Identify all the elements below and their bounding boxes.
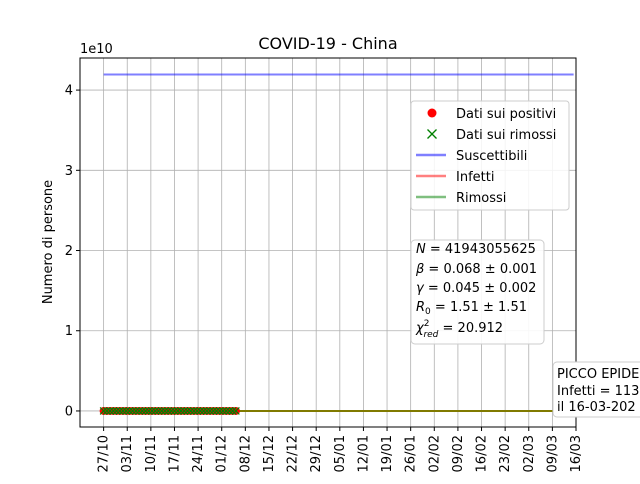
legend-label-suscettibili: Suscettibili (456, 149, 527, 164)
removed-data-point (115, 407, 124, 415)
y-offset-label: 1e10 (80, 42, 113, 57)
legend-marker-positivi (427, 108, 437, 118)
plot-frame (79, 57, 577, 428)
y-tick-label: 2 (65, 244, 73, 259)
removed-data-point (202, 407, 211, 415)
x-tick-label: 02/03 (522, 435, 537, 472)
x-tick-label: 24/11 (191, 435, 206, 472)
removed-data-point (167, 407, 176, 415)
x-tick-label: 10/11 (144, 435, 159, 472)
x-tick-label: 03/11 (120, 435, 135, 472)
removed-data-point (173, 407, 182, 415)
peak-line-3: il 16-03-202 (557, 400, 636, 415)
x-tick-label: 12/01 (356, 435, 371, 472)
y-tick-label: 3 (65, 164, 73, 179)
removed-data-point (170, 407, 179, 415)
x-tick-label: 27/10 (97, 435, 112, 472)
removed-data-point (122, 407, 131, 415)
x-tick-label: 16/02 (475, 435, 490, 472)
x-tick-label: 17/11 (167, 435, 182, 472)
params-box: N = 41943055625 β = 0.068 ± 0.001 γ = 0.… (410, 239, 545, 345)
legend-label-rimossi-data: Dati sui rimossi (456, 128, 556, 143)
y-tick-label: 4 (65, 84, 73, 99)
removed-data-point (199, 407, 208, 415)
removed-data-point (164, 407, 173, 415)
x-tick-label: 23/02 (498, 435, 513, 472)
removed-data-point (183, 407, 192, 415)
x-tick-label: 09/03 (545, 435, 560, 472)
removed-data-point (228, 407, 237, 415)
x-tick-label: 01/12 (215, 435, 230, 472)
x-tick-label: 16/03 (569, 435, 584, 472)
removed-data-point (209, 407, 218, 415)
removed-data-point (212, 407, 221, 415)
legend-marker-rimossi-data (427, 129, 437, 139)
param-n-text: N = 41943055625 (416, 242, 536, 257)
legend-label-positivi: Dati sui positivi (456, 107, 556, 122)
chart-marks (99, 73, 574, 415)
param-chi-text: χ2 red = 20.912 (415, 319, 503, 340)
removed-data-point (222, 407, 231, 415)
removed-data-point (125, 407, 134, 415)
param-beta-text: β = 0.068 ± 0.001 (415, 262, 537, 277)
removed-data-point (131, 407, 140, 415)
removed-data-point (102, 407, 111, 415)
axis-ticks: 27/10 03/11 10/11 17/11 24/11 01/12 08/12 15/12… (65, 84, 584, 473)
removed-data-point (186, 407, 195, 415)
removed-data-point (206, 407, 215, 415)
x-tick-label: 02/02 (427, 435, 442, 472)
removed-data-point (144, 407, 153, 415)
removed-data-point (177, 407, 185, 415)
peak-line-1: PICCO EPIDE (557, 367, 639, 382)
chart-title: COVID-19 - China (258, 34, 397, 53)
x-tick-label: 05/01 (333, 435, 348, 472)
legend-label-rimossi: Rimossi (456, 191, 506, 206)
param-r0-text: R0 = 1.51 ± 1.51 (416, 300, 527, 317)
removed-data-point (231, 407, 240, 415)
x-tick-label: 22/12 (286, 435, 301, 472)
removed-data-point (148, 407, 156, 415)
x-tick-label: 08/12 (238, 435, 253, 472)
removed-data-point (112, 407, 121, 415)
removed-data-point (215, 407, 224, 415)
removed-data-point (154, 407, 163, 415)
removed-data-point (135, 407, 144, 415)
legend: Dati sui positivi Dati sui rimossi Susce… (410, 100, 570, 211)
removed-data-point (128, 407, 137, 415)
peak-annotation: PICCO EPIDE Infetti = 113 il 16-03-202 (552, 361, 640, 418)
removed-data-point (225, 407, 234, 415)
removed-data-point (190, 407, 198, 415)
removed-data-point (138, 407, 147, 415)
removed-data-point (119, 407, 127, 415)
removed-data-point (219, 407, 227, 415)
removed-data-point (157, 407, 166, 415)
x-tick-label: 15/12 (262, 435, 277, 472)
removed-data-point (106, 407, 114, 415)
removed-data-point (196, 407, 205, 415)
param-gamma-text: γ = 0.045 ± 0.002 (416, 281, 536, 296)
y-tick-label: 0 (65, 404, 73, 419)
removed-data-point (141, 407, 150, 415)
x-tick-label: 09/02 (451, 435, 466, 472)
x-tick-label: 26/01 (404, 435, 419, 472)
removed-data-point (151, 407, 160, 415)
y-axis-label: Numero di persone (41, 180, 56, 304)
legend-label-infetti: Infetti (456, 170, 494, 185)
x-tick-label: 29/12 (309, 435, 324, 472)
removed-data-point (109, 407, 118, 415)
removed-data-point (160, 407, 169, 415)
removed-data-point (193, 407, 202, 415)
x-tick-label: 19/01 (380, 435, 395, 472)
removed-data-point (180, 407, 189, 415)
peak-line-2: Infetti = 113 (557, 384, 639, 399)
y-tick-label: 1 (65, 324, 73, 339)
removed-data-point (99, 407, 108, 415)
